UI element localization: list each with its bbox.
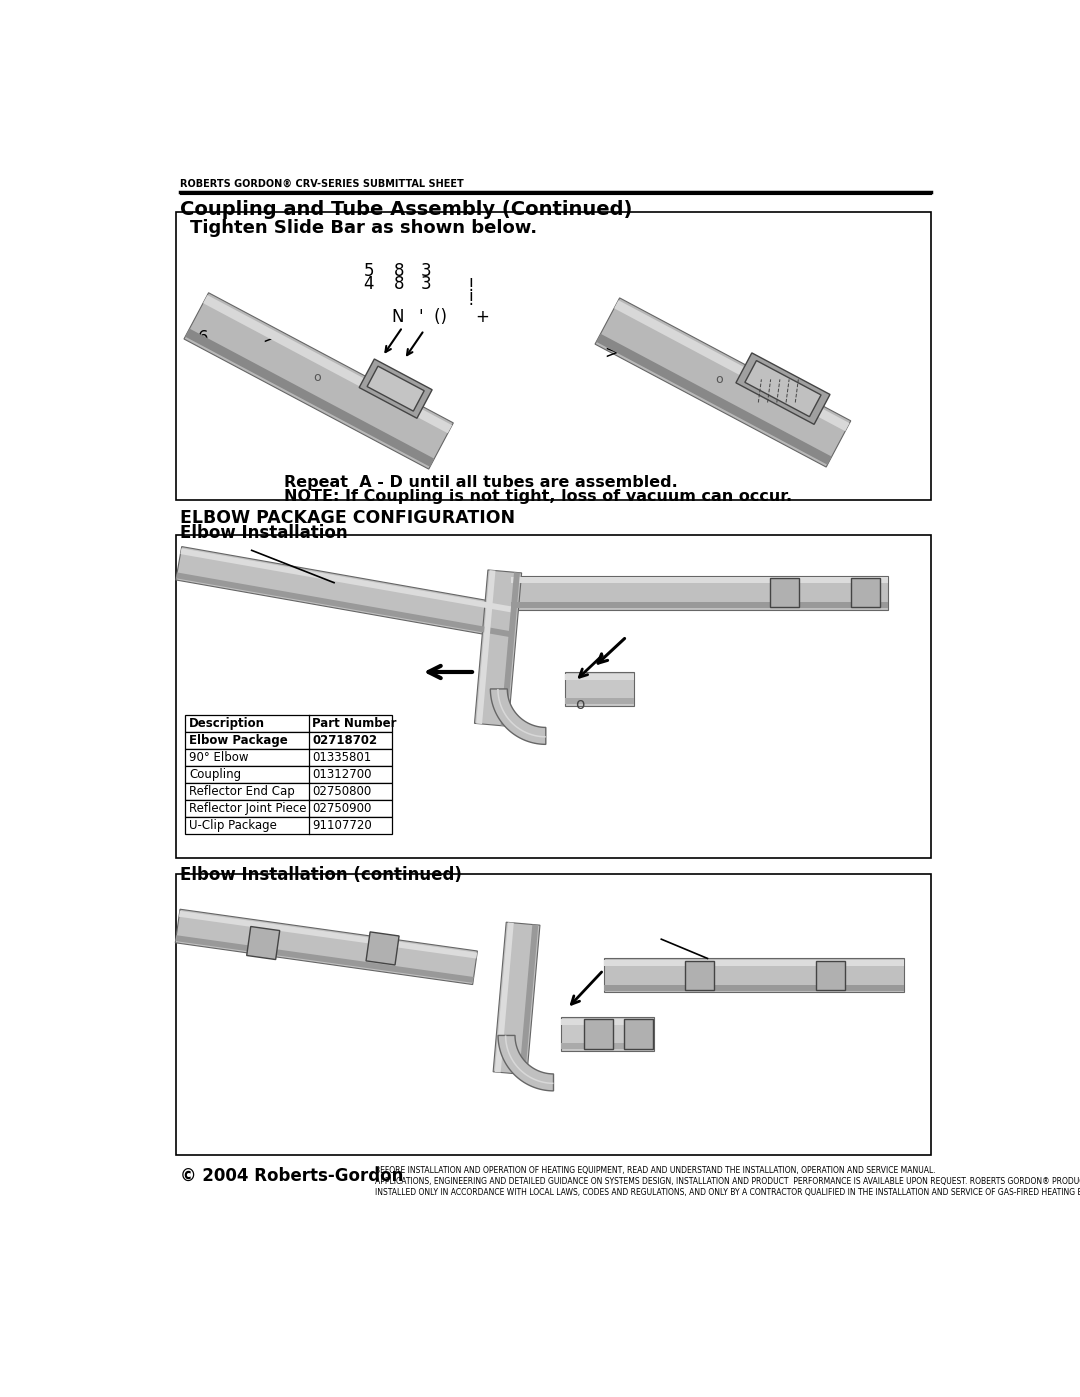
Text: 3: 3 bbox=[421, 275, 432, 293]
Polygon shape bbox=[604, 985, 904, 990]
Polygon shape bbox=[615, 300, 850, 432]
Text: 91107720: 91107720 bbox=[312, 819, 373, 831]
Text: U-Clip Package: U-Clip Package bbox=[189, 819, 278, 831]
Polygon shape bbox=[246, 926, 280, 960]
Polygon shape bbox=[511, 577, 889, 584]
Text: Elbow Installation (continued): Elbow Installation (continued) bbox=[180, 866, 462, 884]
Text: o: o bbox=[313, 370, 321, 384]
Text: o: o bbox=[715, 373, 723, 386]
Polygon shape bbox=[184, 293, 454, 469]
Bar bbox=[186, 817, 392, 834]
Text: Description: Description bbox=[189, 717, 266, 731]
Polygon shape bbox=[476, 570, 496, 724]
Text: NOTE: If Coupling is not tight, loss of vacuum can occur.: NOTE: If Coupling is not tight, loss of … bbox=[284, 489, 792, 504]
Text: Part Number: Part Number bbox=[312, 717, 397, 731]
Text: Elbow Installation: Elbow Installation bbox=[180, 524, 348, 542]
Text: N: N bbox=[392, 307, 404, 326]
Polygon shape bbox=[745, 360, 821, 416]
Text: 02718702: 02718702 bbox=[312, 733, 378, 747]
Text: 02750800: 02750800 bbox=[312, 785, 372, 798]
Polygon shape bbox=[203, 295, 453, 433]
Bar bbox=[186, 732, 392, 749]
Polygon shape bbox=[735, 353, 831, 425]
Polygon shape bbox=[596, 334, 832, 465]
Text: 6: 6 bbox=[198, 328, 208, 346]
Bar bbox=[186, 766, 392, 782]
Polygon shape bbox=[623, 1020, 652, 1049]
Polygon shape bbox=[175, 909, 477, 985]
Text: 8: 8 bbox=[394, 261, 405, 279]
Text: !: ! bbox=[468, 277, 474, 295]
Polygon shape bbox=[494, 922, 540, 1074]
Bar bbox=[176, 535, 931, 858]
Polygon shape bbox=[604, 958, 904, 992]
Polygon shape bbox=[851, 578, 880, 608]
Bar bbox=[186, 749, 392, 766]
Text: Coupling: Coupling bbox=[189, 768, 242, 781]
Text: 3: 3 bbox=[421, 261, 432, 279]
Bar bbox=[176, 211, 931, 500]
Text: 5: 5 bbox=[363, 261, 374, 279]
Polygon shape bbox=[511, 576, 889, 609]
Polygon shape bbox=[565, 672, 634, 705]
Text: !: ! bbox=[468, 291, 474, 309]
Text: +: + bbox=[475, 307, 489, 326]
Bar bbox=[176, 873, 931, 1155]
Text: o: o bbox=[575, 697, 584, 712]
Polygon shape bbox=[770, 578, 799, 608]
Polygon shape bbox=[495, 922, 514, 1073]
Polygon shape bbox=[490, 689, 545, 745]
Polygon shape bbox=[562, 1018, 653, 1024]
Text: '  (): ' () bbox=[419, 307, 447, 326]
Text: INSTALLED ONLY IN ACCORDANCE WITH LOCAL LAWS, CODES AND REGULATIONS, AND ONLY BY: INSTALLED ONLY IN ACCORDANCE WITH LOCAL … bbox=[375, 1187, 1080, 1197]
Polygon shape bbox=[595, 298, 851, 467]
Polygon shape bbox=[504, 1035, 554, 1084]
Text: BEFORE INSTALLATION AND OPERATION OF HEATING EQUIPMENT, READ AND UNDERSTAND THE : BEFORE INSTALLATION AND OPERATION OF HEA… bbox=[375, 1166, 935, 1175]
Polygon shape bbox=[176, 935, 474, 983]
Polygon shape bbox=[179, 911, 477, 958]
Text: 4: 4 bbox=[363, 275, 374, 293]
Polygon shape bbox=[565, 673, 634, 679]
Polygon shape bbox=[562, 1017, 653, 1051]
Bar bbox=[186, 782, 392, 800]
Bar bbox=[186, 715, 392, 732]
Bar bbox=[186, 800, 392, 817]
Text: 8: 8 bbox=[394, 275, 405, 293]
Text: ROBERTS GORDON® CRV-SERIES SUBMITTAL SHEET: ROBERTS GORDON® CRV-SERIES SUBMITTAL SHE… bbox=[180, 179, 463, 189]
Polygon shape bbox=[176, 546, 515, 638]
Text: Reflector End Cap: Reflector End Cap bbox=[189, 785, 295, 798]
Text: >: > bbox=[605, 344, 619, 362]
Text: Repeat  A - D until all tubes are assembled.: Repeat A - D until all tubes are assembl… bbox=[284, 475, 678, 490]
Text: Tighten Slide Bar as shown below.: Tighten Slide Bar as shown below. bbox=[190, 219, 537, 237]
Polygon shape bbox=[604, 960, 904, 967]
Polygon shape bbox=[565, 698, 634, 704]
Polygon shape bbox=[176, 573, 511, 637]
Polygon shape bbox=[360, 359, 432, 418]
Polygon shape bbox=[583, 1020, 612, 1049]
Text: 01312700: 01312700 bbox=[312, 768, 372, 781]
Text: ELBOW PACKAGE CONFIGURATION: ELBOW PACKAGE CONFIGURATION bbox=[180, 509, 515, 527]
Text: Coupling and Tube Assembly (Continued): Coupling and Tube Assembly (Continued) bbox=[180, 200, 633, 219]
Polygon shape bbox=[562, 1044, 653, 1049]
Polygon shape bbox=[498, 1035, 554, 1091]
Polygon shape bbox=[511, 602, 889, 608]
Text: Elbow Package: Elbow Package bbox=[189, 733, 288, 747]
Polygon shape bbox=[497, 689, 545, 738]
Polygon shape bbox=[367, 366, 424, 411]
Text: 01335801: 01335801 bbox=[312, 752, 372, 764]
Text: >: > bbox=[262, 328, 276, 346]
Polygon shape bbox=[816, 961, 846, 990]
Text: 90° Elbow: 90° Elbow bbox=[189, 752, 248, 764]
Polygon shape bbox=[366, 932, 400, 965]
Polygon shape bbox=[501, 573, 519, 726]
Text: Reflector Joint Piece: Reflector Joint Piece bbox=[189, 802, 307, 814]
Text: 02750900: 02750900 bbox=[312, 802, 372, 814]
Polygon shape bbox=[180, 548, 515, 613]
Polygon shape bbox=[185, 328, 434, 467]
Polygon shape bbox=[474, 570, 522, 726]
Text: APPLICATIONS, ENGINEERING AND DETAILED GUIDANCE ON SYSTEMS DESIGN, INSTALLATION : APPLICATIONS, ENGINEERING AND DETAILED G… bbox=[375, 1178, 1080, 1186]
Text: © 2004 Roberts-Gordon: © 2004 Roberts-Gordon bbox=[180, 1166, 404, 1185]
Polygon shape bbox=[685, 961, 715, 990]
Polygon shape bbox=[519, 925, 538, 1074]
